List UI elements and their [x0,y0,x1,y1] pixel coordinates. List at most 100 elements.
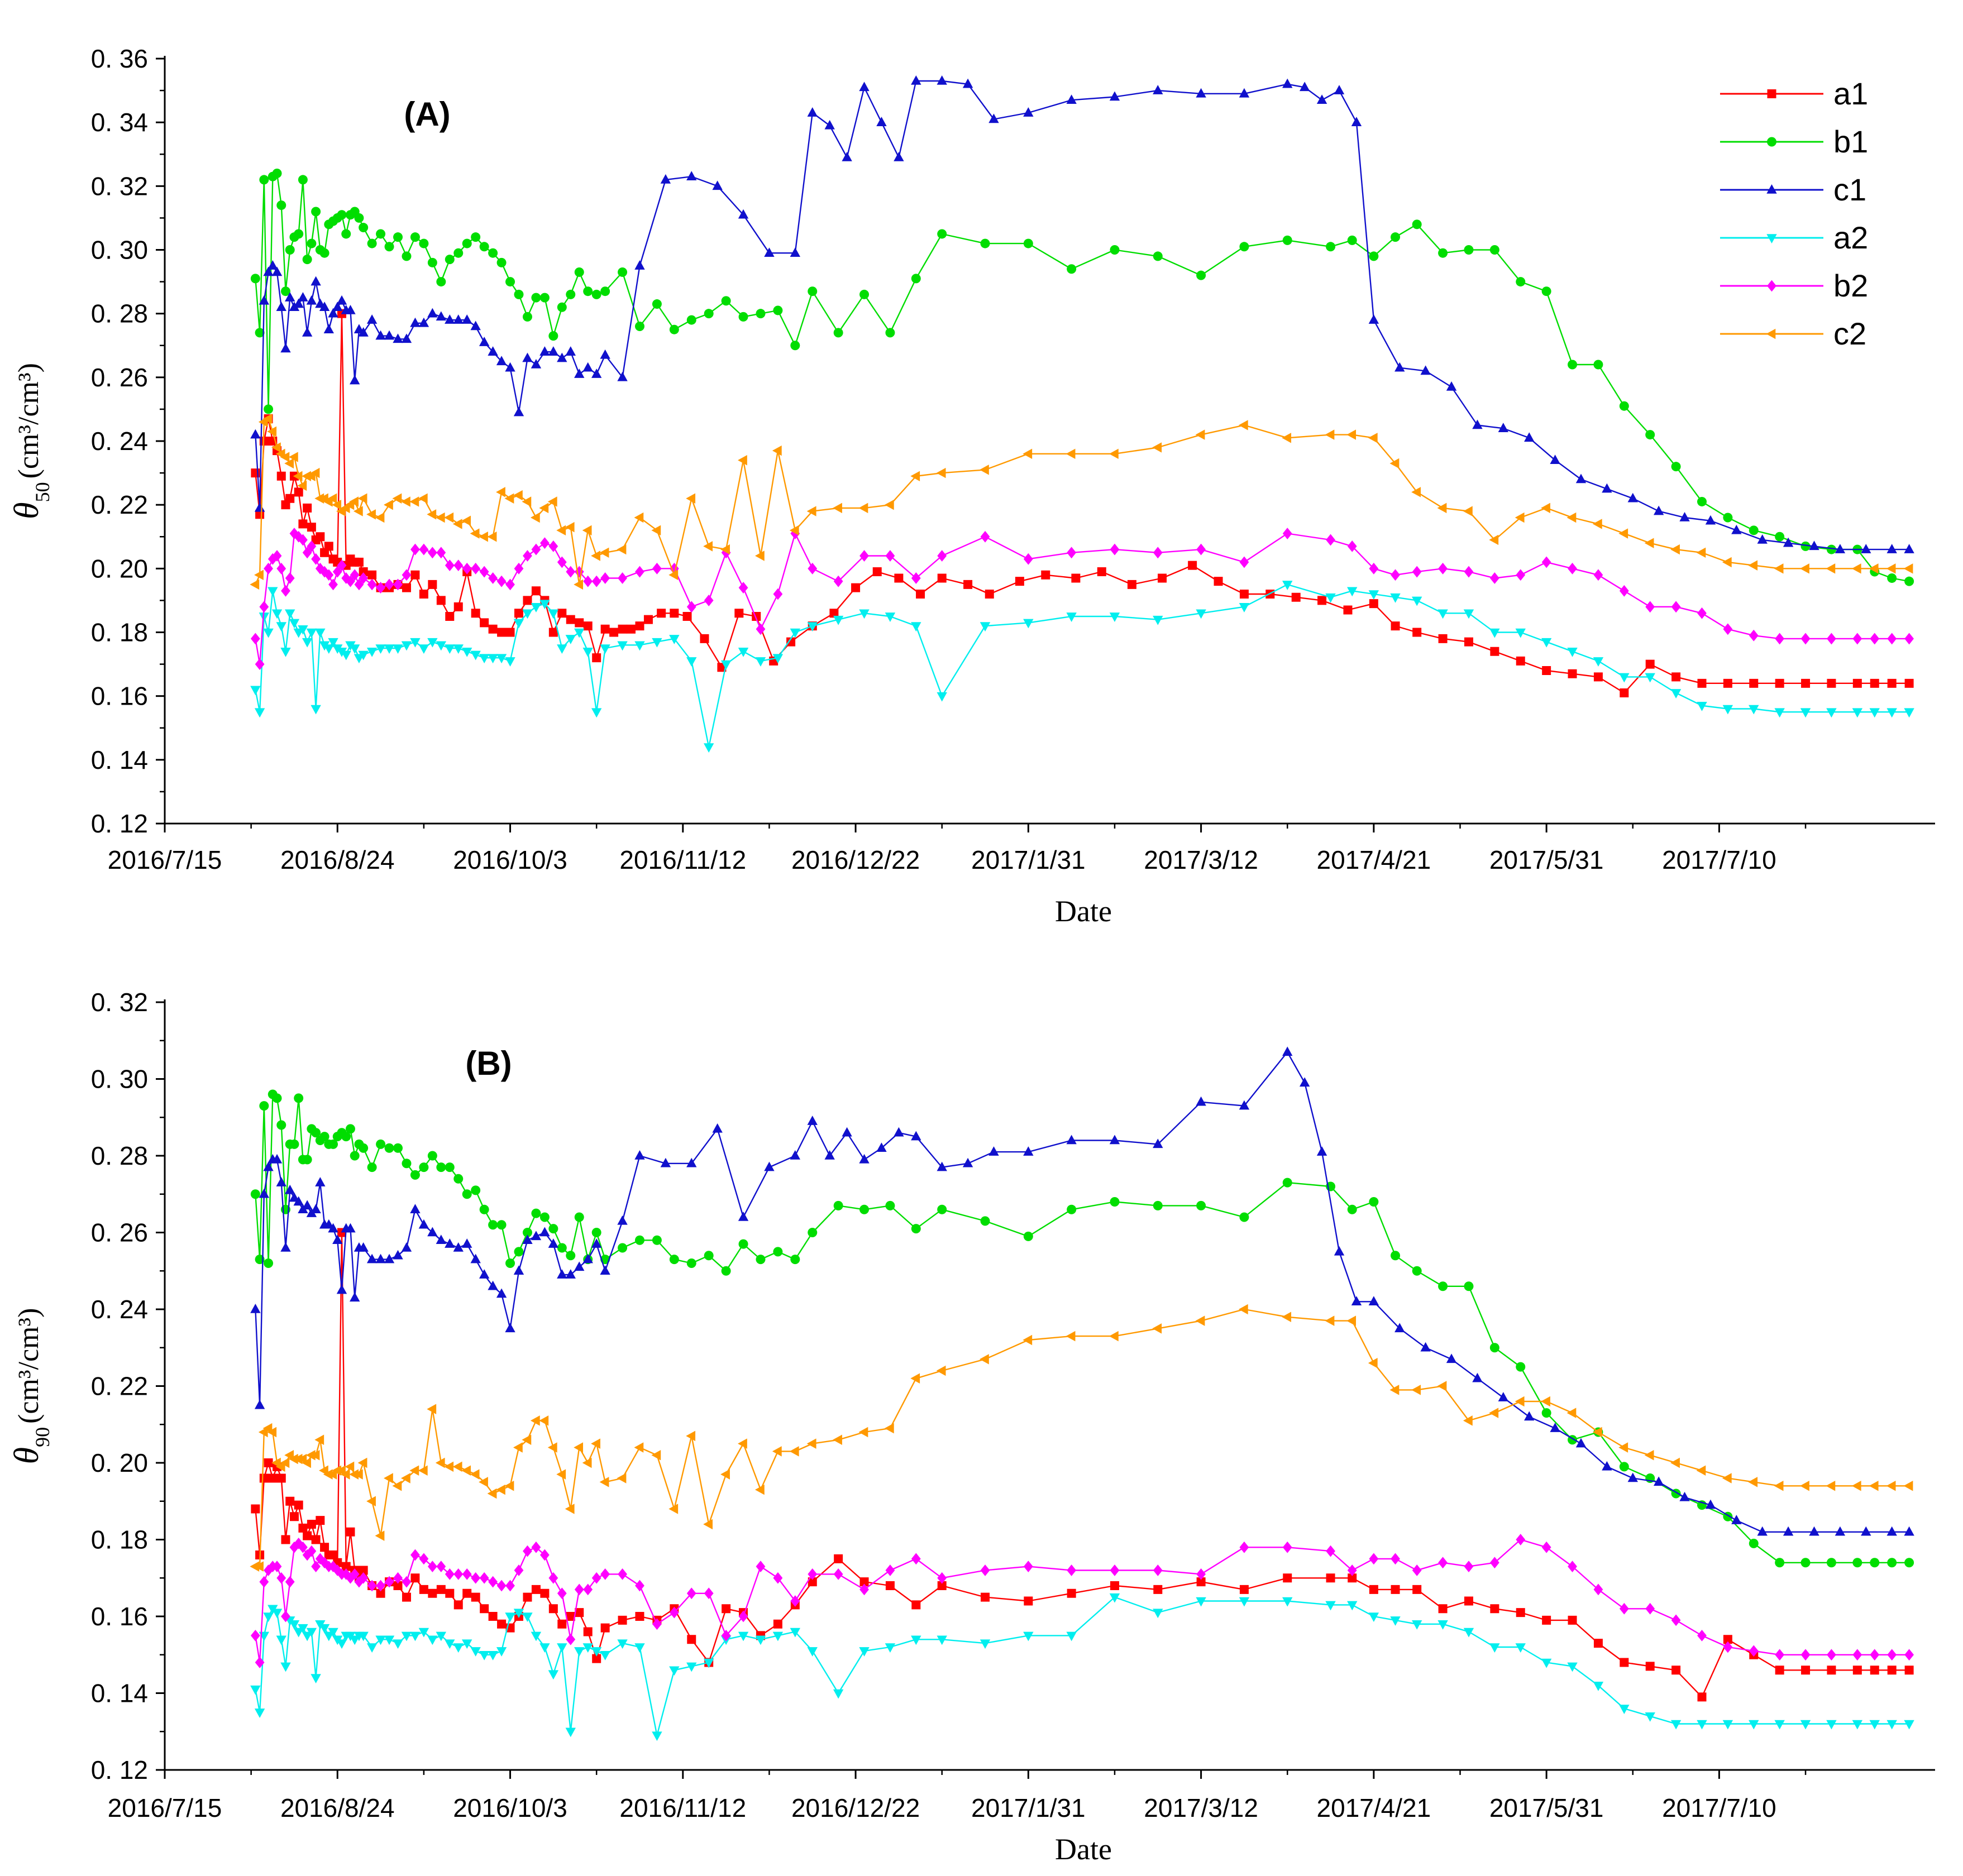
data-point-b2 [319,566,329,578]
x-tick-label: 2017/4/21 [1317,1793,1431,1822]
data-point-b2 [557,1587,567,1600]
data-point-c1 [686,171,697,181]
data-point-b2 [652,562,662,575]
data-point-b1 [505,1258,515,1268]
data-point-a1 [566,615,575,624]
data-point-b2 [285,572,295,584]
data-point-a1 [1852,1666,1862,1675]
data-point-a1 [1153,1585,1163,1594]
data-point-c1 [842,1127,852,1137]
data-point-b1 [462,1189,472,1199]
data-point-a1 [583,621,593,631]
data-point-a2 [513,1609,524,1619]
data-point-b1 [1904,576,1914,586]
data-point-a2 [1489,1643,1500,1653]
data-point-a2 [445,1639,455,1649]
data-point-b1 [1489,1343,1499,1353]
data-point-a2 [250,1685,261,1695]
x-axis-label: Date [1055,1832,1112,1866]
data-point-b2 [1904,633,1914,645]
data-point-a2 [1109,612,1120,622]
data-point-c1 [349,1292,360,1302]
data-point-c1 [488,1280,498,1290]
x-tick-label: 2017/5/31 [1489,1793,1604,1822]
data-point-b1 [376,229,386,239]
data-point-c2 [668,570,679,580]
data-point-c1 [842,151,852,161]
data-point-a2 [254,708,265,718]
data-point-b1 [453,248,464,258]
data-point-c2 [496,1484,505,1495]
data-point-a1 [911,1600,921,1610]
panel-a: 0. 12 0. 14 0. 16 0. 18 0. 20 0. 22 0. 24 0. 26… [8,44,1935,928]
data-point-b2 [859,1583,869,1596]
data-point-b1 [436,1162,446,1172]
data-point-c2 [754,551,765,561]
data-point-c1 [1731,1515,1742,1524]
data-point-a1 [341,1562,351,1571]
y-tick-label: 0. 16 [91,1602,148,1631]
data-point-b1 [773,1247,783,1257]
data-point-a2 [488,1650,498,1660]
data-point-a1 [311,1535,321,1544]
data-point-b1 [1749,1538,1759,1548]
x-tick-label: 2017/1/31 [971,845,1086,874]
data-point-a1 [1723,678,1732,688]
data-point-c2 [591,1438,600,1449]
data-point-a2 [470,650,481,661]
data-point-b1 [250,274,260,284]
data-point-a2 [859,609,870,619]
data-point-a1 [670,609,679,618]
data-point-b1 [1887,1558,1897,1568]
data-point-a2 [280,647,291,657]
data-point-b1 [453,1174,464,1184]
data-point-b1 [1239,242,1249,252]
data-point-b2 [1153,547,1163,559]
data-point-c1 [1602,483,1612,493]
data-point-b2 [328,578,338,591]
data-point-b1 [522,312,532,322]
data-point-a2 [669,635,680,644]
data-point-a2 [574,1647,585,1657]
data-point-a1 [436,1585,446,1594]
data-point-b2 [1282,528,1292,539]
data-point-c2 [1515,512,1525,523]
data-point-c2 [254,570,264,580]
data-point-a1 [251,468,260,478]
data-point-c2 [384,1473,393,1483]
data-point-a1 [1188,561,1197,570]
data-point-a2 [1325,1601,1336,1611]
data-point-a1 [829,609,839,618]
data-point-c2 [1748,1477,1758,1487]
data-point-a1 [402,1592,411,1602]
data-point-b1 [1489,245,1499,255]
data-point-a2 [1515,628,1526,638]
data-point-c2 [1238,1304,1248,1315]
data-point-b1 [1800,541,1811,551]
data-point-c1 [401,1242,412,1252]
data-point-b2 [402,569,412,581]
data-point-b2 [721,547,731,559]
data-point-c2 [262,413,273,424]
data-point-b2 [505,578,515,591]
data-point-b1 [1464,245,1474,255]
data-point-c1 [1446,1353,1457,1363]
data-point-c1 [634,1150,645,1160]
data-point-c1 [876,117,887,126]
data-point-b2 [436,1561,446,1573]
data-point-c2 [522,1434,532,1445]
data-point-b2 [298,534,308,546]
data-point-a2 [358,650,369,661]
data-point-b1 [937,229,947,239]
data-point-c1 [1757,534,1768,544]
series-a1 [251,1228,1914,1702]
data-point-b1 [618,1243,628,1253]
data-point-b2 [548,1572,558,1584]
y-tick-label: 0. 18 [91,1525,148,1554]
data-point-a2 [271,609,283,619]
data-point-a2 [479,654,490,664]
data-point-a1 [643,615,653,624]
data-point-a2 [418,644,429,654]
data-point-c1 [531,359,542,368]
data-point-c1 [738,209,749,219]
